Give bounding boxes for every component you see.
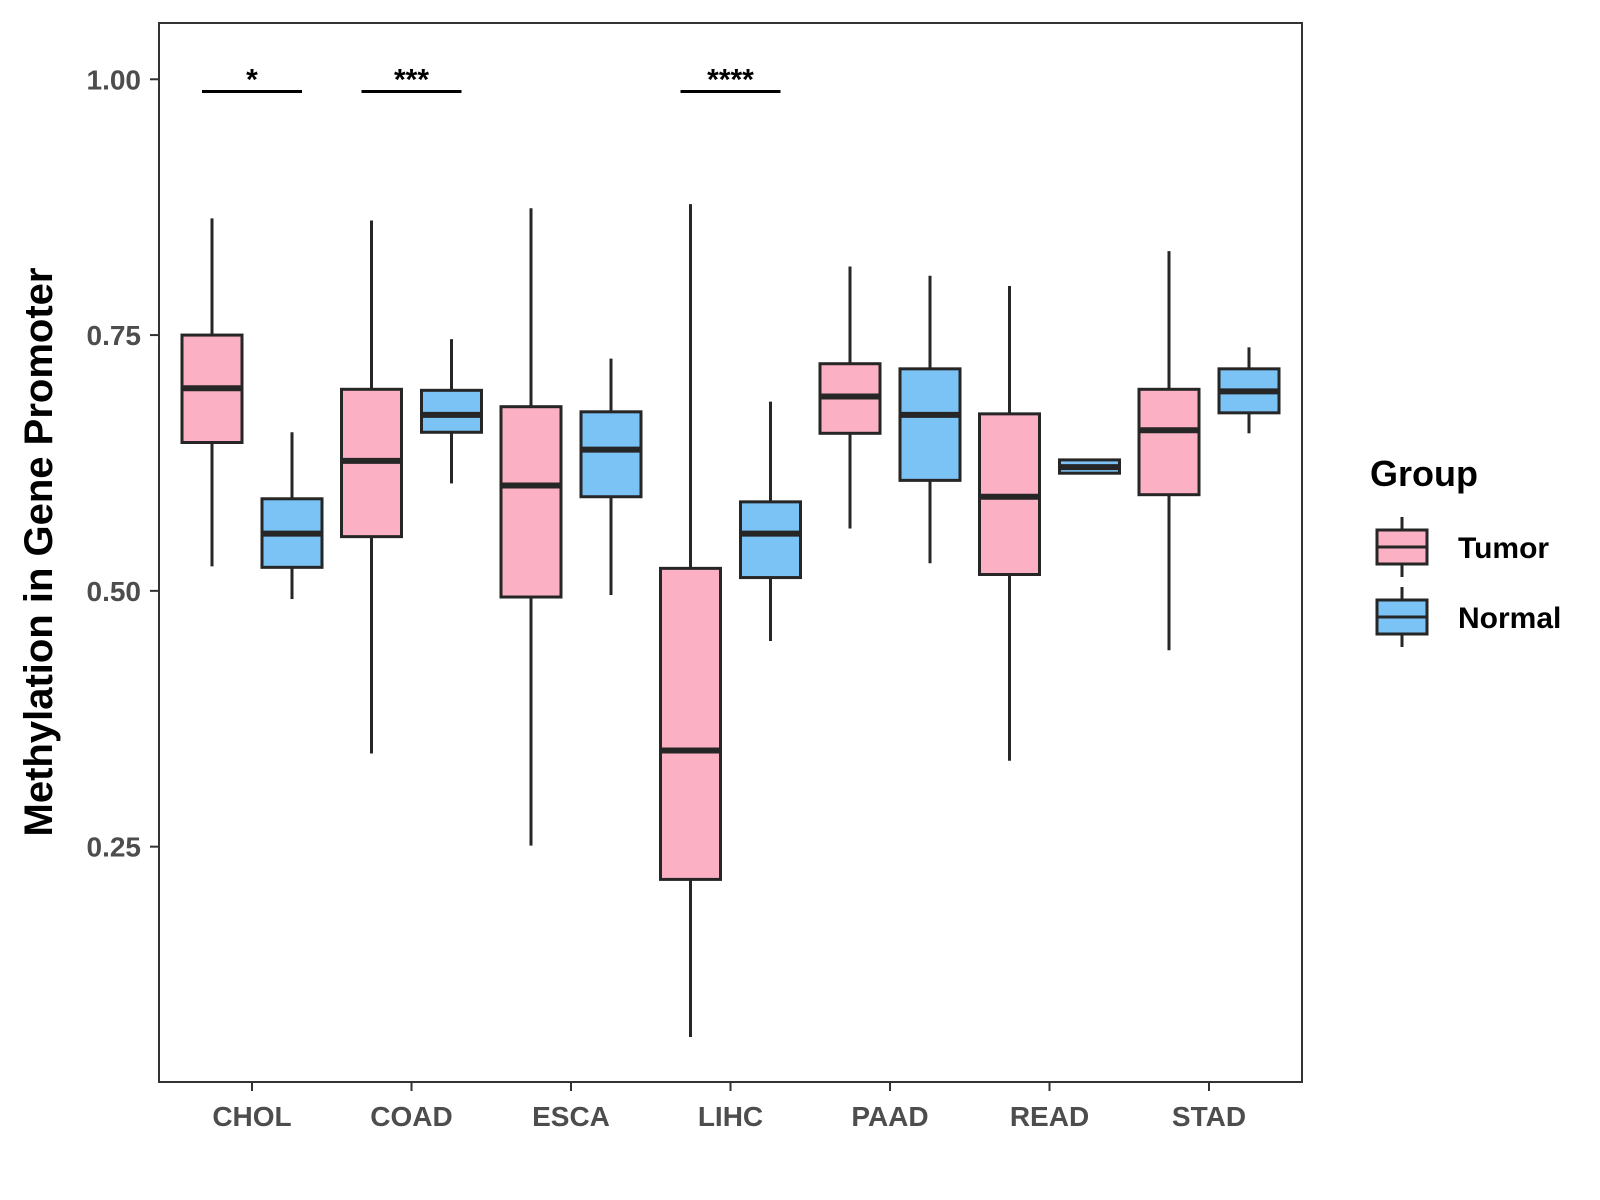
box-body xyxy=(898,367,962,482)
box-tumor-esca xyxy=(499,208,563,846)
x-tick-label: STAD xyxy=(1172,1101,1246,1132)
box-body xyxy=(1137,387,1201,497)
y-tick-label: 0.50 xyxy=(87,576,142,607)
x-tick-label: CHOL xyxy=(212,1101,291,1132)
box-normal-esca xyxy=(579,358,643,595)
box-body xyxy=(579,410,643,499)
x-tick-label: PAAD xyxy=(851,1101,928,1132)
box-body xyxy=(420,388,483,434)
legend: Group Tumor Normal xyxy=(1370,453,1561,647)
box-normal-read xyxy=(1058,458,1121,475)
box-tumor-read xyxy=(978,285,1041,761)
box-body xyxy=(739,500,802,580)
box-tumor-stad xyxy=(1137,251,1201,651)
box-tumor-lihc xyxy=(659,204,722,1037)
box-normal-stad xyxy=(1217,347,1281,434)
panel-border xyxy=(158,22,1303,1083)
significance-label: *** xyxy=(394,64,429,97)
legend-label: Normal xyxy=(1458,602,1561,635)
box-normal-coad xyxy=(420,339,483,484)
legend-entry-normal: Normal xyxy=(1375,587,1561,647)
y-tick-label: 1.00 xyxy=(87,64,142,95)
significance-label: * xyxy=(246,64,258,97)
y-tick-label: 0.25 xyxy=(87,832,142,863)
box-tumor-paad xyxy=(818,266,882,529)
legend-title: Group xyxy=(1370,453,1478,494)
legend-label: Tumor xyxy=(1458,532,1549,565)
significance-label: **** xyxy=(707,64,754,97)
legend-entry-tumor: Tumor xyxy=(1375,517,1549,577)
x-tick-label: ESCA xyxy=(532,1101,610,1132)
box-normal-paad xyxy=(898,275,962,564)
x-axis: CHOL COAD ESCA LIHC PAAD READ STAD xyxy=(212,1082,1246,1132)
significance-annotations: * *** **** xyxy=(202,64,781,97)
box-normal-chol xyxy=(260,432,324,600)
box-body xyxy=(659,566,722,881)
y-axis: 0.25 0.50 0.75 1.00 xyxy=(87,64,159,863)
x-tick-label: LIHC xyxy=(698,1101,763,1132)
box-normal-lihc xyxy=(739,401,802,642)
y-tick-label: 0.75 xyxy=(87,320,142,351)
box-tumor-coad xyxy=(340,220,403,754)
box-body xyxy=(499,405,563,599)
box-layer xyxy=(180,204,1281,1037)
x-tick-label: READ xyxy=(1010,1101,1089,1132)
y-axis-title: Methylation in Gene Promoter xyxy=(17,268,61,837)
legend-entries: Tumor Normal xyxy=(1375,517,1561,647)
x-tick-label: COAD xyxy=(370,1101,452,1132)
box-tumor-chol xyxy=(180,218,244,567)
